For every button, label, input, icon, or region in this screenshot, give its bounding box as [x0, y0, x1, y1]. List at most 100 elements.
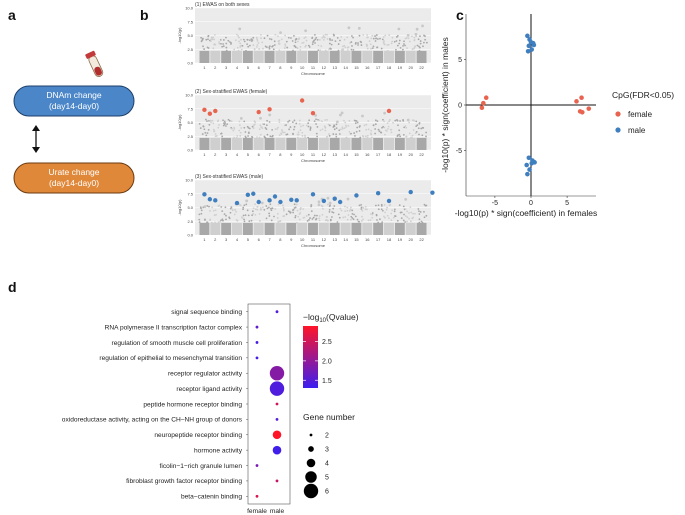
data-point: [323, 125, 326, 128]
data-point: [218, 124, 220, 126]
data-point: [417, 208, 420, 210]
data-point: [222, 39, 225, 41]
data-point: [225, 36, 227, 39]
data-point: [280, 133, 283, 135]
data-point: [358, 34, 361, 37]
x-tick-label: 17: [376, 152, 381, 157]
data-point: [399, 120, 402, 122]
data-point: [209, 40, 212, 43]
data-point: [338, 133, 341, 135]
data-point: [238, 129, 241, 132]
data-point: [397, 27, 401, 31]
data-point: [365, 43, 368, 46]
data-point: [342, 216, 345, 219]
y-tick-label: 0: [458, 103, 462, 110]
data-point: [336, 37, 339, 39]
data-point: [215, 213, 217, 216]
data-point: [243, 120, 246, 123]
data-point: [304, 134, 306, 137]
data-point: [276, 128, 279, 130]
highlighted-cpg-point: [245, 192, 251, 198]
data-point: [299, 207, 302, 210]
data-point: [419, 46, 421, 49]
data-point: [388, 217, 390, 220]
data-point: [235, 39, 237, 42]
data-point: [209, 210, 211, 212]
size-legend-label: 3: [325, 447, 329, 454]
data-point: [380, 203, 383, 206]
data-point: [390, 219, 393, 221]
data-point: [324, 119, 327, 121]
data-point: [326, 38, 329, 40]
enrichment-dot: [275, 479, 279, 483]
data-point: [296, 221, 298, 224]
data-point: [348, 131, 351, 133]
chromosome-band: [264, 50, 275, 63]
data-point: [340, 49, 343, 52]
data-point: [202, 45, 204, 48]
data-point: [319, 129, 322, 132]
data-point: [210, 121, 213, 124]
data-point: [237, 35, 240, 37]
chromosome-band: [405, 50, 416, 63]
data-point: [399, 135, 402, 138]
data-point: [376, 219, 378, 221]
data-point: [418, 213, 421, 215]
data-point: [233, 127, 236, 130]
data-point: [387, 125, 390, 128]
data-point: [230, 206, 233, 209]
data-point: [386, 206, 388, 209]
data-point: [311, 218, 314, 220]
chromosome-band: [362, 50, 373, 63]
data-point: [326, 203, 329, 206]
data-point: [246, 43, 248, 46]
data-point: [271, 134, 274, 137]
data-point: [425, 131, 428, 134]
data-point: [280, 38, 283, 41]
term-label: oxidoreductase activity, acting on the C…: [62, 417, 243, 424]
data-point: [315, 132, 318, 135]
data-point: [370, 37, 373, 40]
enrichment-dot: [275, 417, 279, 421]
term-label: ficolin−1−rich granule lumen: [160, 463, 243, 470]
data-point: [225, 49, 228, 52]
data-point: [309, 129, 312, 131]
data-point: [326, 118, 329, 121]
data-point: [293, 207, 296, 209]
x-tick-label: 4: [236, 65, 239, 70]
data-point: [254, 213, 257, 216]
data-point: [208, 119, 210, 122]
data-point: [350, 48, 353, 51]
data-point: [199, 127, 202, 130]
data-point: [346, 36, 349, 39]
data-point: [397, 124, 399, 127]
data-point: [292, 208, 295, 211]
data-point: [390, 131, 393, 134]
data-point: [411, 134, 414, 137]
data-point: [353, 132, 356, 134]
x-tick-label: 6: [258, 152, 261, 157]
x-tick-label: 3: [225, 237, 228, 242]
data-point: [259, 34, 262, 36]
data-point: [409, 220, 412, 223]
data-point: [390, 42, 393, 45]
x-tick-label: 4: [236, 237, 239, 242]
data-point: [228, 216, 231, 219]
data-point: [381, 209, 384, 212]
data-point: [244, 131, 247, 133]
data-point: [302, 124, 305, 127]
data-point: [379, 218, 381, 221]
data-point: [256, 209, 259, 211]
data-point: [424, 35, 426, 38]
data-point: [408, 212, 410, 214]
data-point: [383, 43, 386, 46]
x-label-male: male: [270, 508, 285, 515]
x-tick-label: 12: [322, 65, 327, 70]
data-point: [408, 121, 411, 124]
data-point: [317, 49, 320, 52]
y-axis-label: -log10(p): [177, 114, 182, 131]
data-point: [251, 210, 254, 213]
x-tick-label: 16: [365, 65, 370, 70]
data-point: [305, 39, 308, 42]
chromosome-band: [199, 50, 210, 63]
